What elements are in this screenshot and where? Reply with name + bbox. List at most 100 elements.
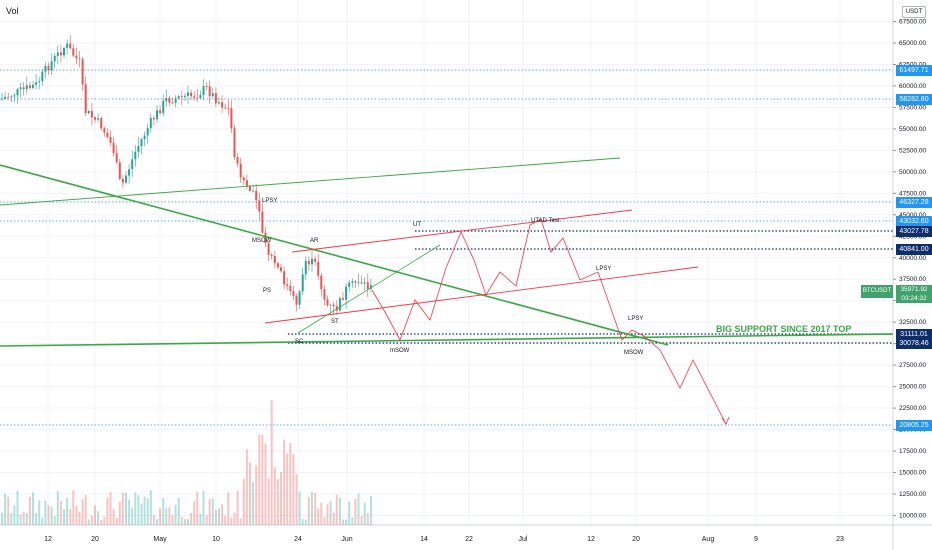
volume-bar <box>323 517 326 525</box>
lower-red-channel <box>264 266 699 324</box>
volume-bar <box>50 506 53 525</box>
candle-body <box>63 47 65 56</box>
candle-body <box>245 180 248 187</box>
candle-body <box>270 254 273 257</box>
candle-body <box>304 260 307 275</box>
volume-bar <box>94 505 96 525</box>
volume-bar <box>168 507 171 525</box>
annotations: LPSY MSOW AR PS ST SC mSOW UT UTAD Test LPSY LPSY M… <box>252 198 851 356</box>
candles <box>1 34 372 315</box>
candle-body <box>267 243 270 255</box>
volume-bar <box>289 442 292 525</box>
volume-bar <box>205 515 208 525</box>
price-tick-label: 55000.00 <box>899 126 926 133</box>
price-tick-label: 52500.00 <box>899 147 926 154</box>
volume-bar <box>270 400 273 525</box>
candle-body <box>103 128 106 133</box>
candle-body <box>255 190 258 201</box>
candle-body <box>329 304 332 306</box>
descending-trendline <box>0 164 669 346</box>
volume-bar <box>267 478 270 525</box>
volume-bar <box>115 517 118 525</box>
candle-body <box>205 86 208 87</box>
price-level-tag: 40841.00 <box>896 243 932 255</box>
volume-bar <box>134 492 137 525</box>
candle-body <box>180 96 183 97</box>
wyckoff-label: LPSY <box>628 316 643 322</box>
volume-bar <box>326 504 329 525</box>
volume-bar <box>131 507 134 525</box>
candle-body <box>227 107 230 109</box>
volume-indicator-label[interactable]: Vol <box>6 6 19 16</box>
volume-bar <box>183 519 186 525</box>
candle-body <box>369 285 372 289</box>
candle-body <box>4 96 7 99</box>
volume-bar <box>125 493 127 525</box>
candle-body <box>249 186 251 191</box>
candle-body <box>50 61 53 71</box>
volume-bar <box>369 496 372 525</box>
volume-bar <box>320 502 323 525</box>
candle-body <box>298 291 301 305</box>
bar-countdown: 03:24:32 <box>901 295 927 302</box>
candle-body <box>97 118 100 120</box>
drawings <box>0 157 894 425</box>
candle-body <box>84 84 87 114</box>
price-levels <box>0 69 893 426</box>
wyckoff-label: UT <box>413 222 421 228</box>
candle-body <box>348 282 351 287</box>
volume-bar <box>180 516 183 525</box>
time-tick-label: May <box>153 536 167 543</box>
candle-body <box>19 87 22 90</box>
candle-body <box>78 58 81 60</box>
volume-bar <box>66 497 69 525</box>
candle-body <box>75 55 78 59</box>
candle-body <box>208 86 211 97</box>
grid-lines <box>0 0 893 525</box>
candle-body <box>320 275 323 290</box>
candle-body <box>66 43 69 48</box>
currency-label[interactable]: USDT <box>902 6 926 18</box>
candle-body <box>351 281 354 283</box>
volume-bar <box>264 443 267 525</box>
candle-body <box>211 93 214 97</box>
candle-body <box>233 128 236 158</box>
candle-body <box>47 66 50 71</box>
wyckoff-label: PS <box>263 288 271 294</box>
volume-bar <box>208 498 211 525</box>
time-tick-label: Jun <box>341 536 352 543</box>
candle-body <box>283 271 286 285</box>
candle-body <box>357 282 360 284</box>
volume-bar <box>25 513 28 525</box>
candle-body <box>152 117 155 120</box>
volume-bar <box>165 508 168 525</box>
volume-bar <box>354 498 357 525</box>
volume-bar <box>187 519 189 525</box>
volume-bar <box>10 512 13 525</box>
wyckoff-label: LPSY <box>596 266 611 272</box>
time-tick-label: Jul <box>519 536 528 543</box>
price-tick-label: 60000.00 <box>899 83 926 90</box>
price-tick-label: 65000.00 <box>899 40 926 47</box>
candle-body <box>261 211 264 233</box>
projected-path-arrow <box>721 416 730 425</box>
volume-bar <box>335 494 338 525</box>
candle-body <box>252 190 255 192</box>
volume-bar <box>109 492 112 525</box>
time-tick-label: 14 <box>420 536 428 543</box>
volume-bar <box>249 462 251 525</box>
volume-bar <box>19 514 22 525</box>
candle-body <box>292 291 295 296</box>
time-tick-label: 12 <box>44 536 52 543</box>
volume-bar <box>218 508 220 525</box>
candle-body <box>183 95 186 97</box>
volume-bar <box>1 512 3 525</box>
time-axis: 12 20 May 10 24 Jun 14 22 Jul 12 20 Aug 9 23 <box>44 536 844 543</box>
volume-bar <box>298 491 301 525</box>
volume-bar <box>78 512 81 525</box>
volume-bar <box>47 505 50 525</box>
volume-bar <box>199 513 202 525</box>
volume-bar <box>149 490 152 525</box>
